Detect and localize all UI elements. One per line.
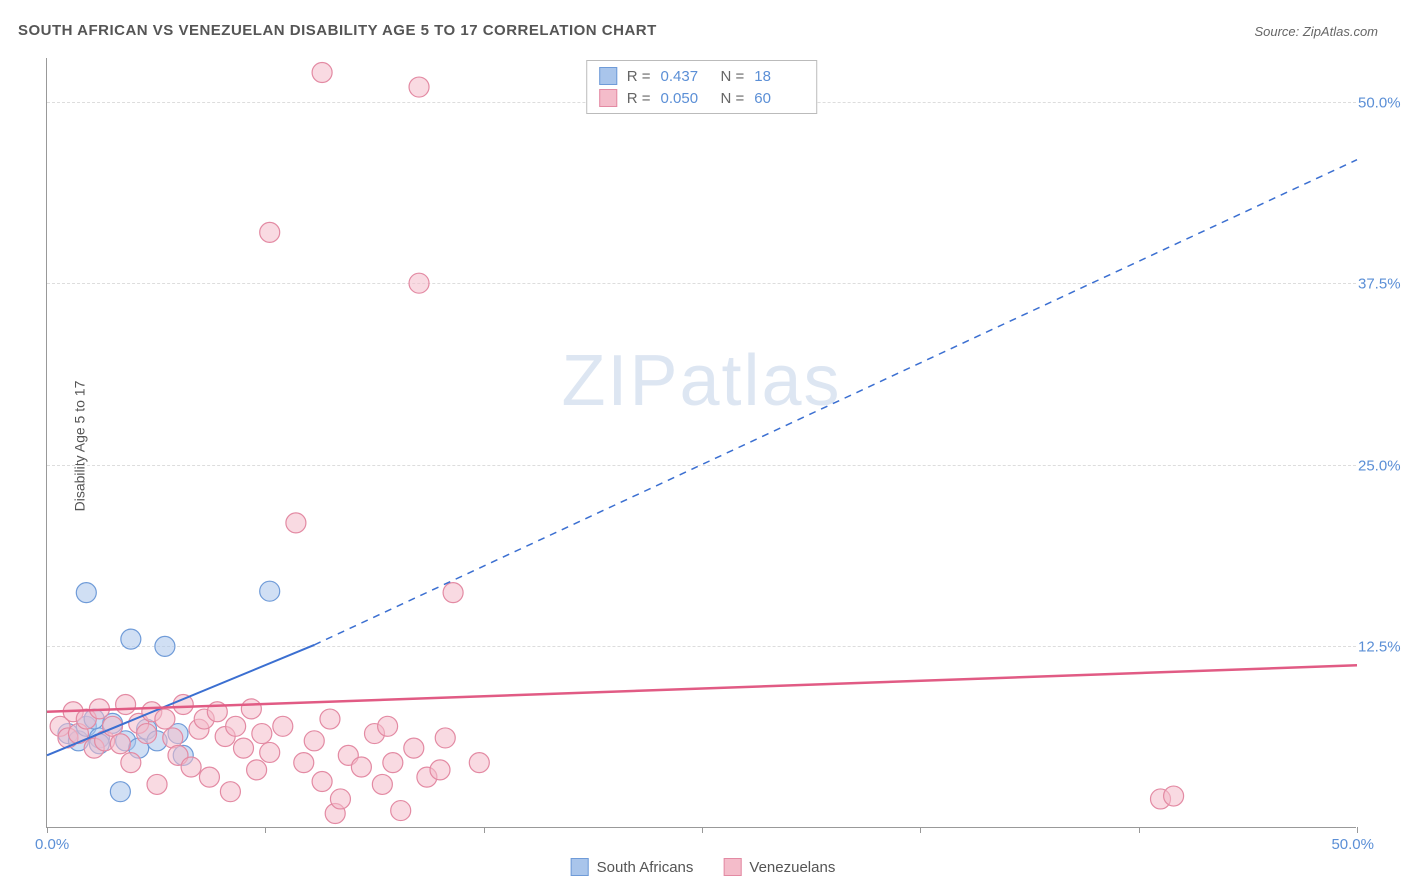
stats-row: R = 0.050 N = 60 [599, 87, 805, 109]
x-axis-max-label: 50.0% [1331, 836, 1374, 853]
data-point [110, 782, 130, 802]
stat-r-label: R = [627, 90, 651, 107]
x-tick [484, 827, 485, 833]
data-point [409, 273, 429, 293]
data-point [1164, 786, 1184, 806]
data-point [220, 782, 240, 802]
data-point [378, 716, 398, 736]
legend-swatch [571, 858, 589, 876]
stat-r-value: 0.437 [661, 68, 711, 85]
legend-item: Venezuelans [723, 858, 835, 876]
x-tick [1139, 827, 1140, 833]
x-tick [47, 827, 48, 833]
data-point [383, 753, 403, 773]
data-point [469, 753, 489, 773]
data-point [430, 760, 450, 780]
data-point [76, 583, 96, 603]
source-attribution: Source: ZipAtlas.com [1254, 24, 1378, 39]
data-point [247, 760, 267, 780]
data-point [443, 583, 463, 603]
legend-label: Venezuelans [749, 859, 835, 876]
x-tick [920, 827, 921, 833]
data-point [260, 581, 280, 601]
y-tick-label: 37.5% [1358, 276, 1406, 293]
data-point [372, 774, 392, 794]
legend-label: South Africans [597, 859, 694, 876]
data-point [330, 789, 350, 809]
data-point [234, 738, 254, 758]
data-point [241, 699, 261, 719]
data-point [121, 753, 141, 773]
data-point [155, 636, 175, 656]
data-point [226, 716, 246, 736]
data-point [391, 801, 411, 821]
data-point [173, 695, 193, 715]
stat-n-label: N = [721, 68, 745, 85]
stat-n-value: 60 [754, 90, 804, 107]
data-point [181, 757, 201, 777]
data-point [121, 629, 141, 649]
data-point [312, 63, 332, 83]
data-point [304, 731, 324, 751]
data-point [286, 513, 306, 533]
data-point [409, 77, 429, 97]
bottom-legend: South Africans Venezuelans [571, 858, 836, 876]
stat-n-label: N = [721, 90, 745, 107]
data-point [137, 724, 157, 744]
stat-r-value: 0.050 [661, 90, 711, 107]
data-point [312, 772, 332, 792]
data-point [404, 738, 424, 758]
data-point [252, 724, 272, 744]
y-tick-label: 50.0% [1358, 94, 1406, 111]
stats-legend-box: R = 0.437 N = 18 R = 0.050 N = 60 [586, 60, 818, 114]
data-point [110, 734, 130, 754]
data-point [199, 767, 219, 787]
legend-swatch [599, 89, 617, 107]
data-point [320, 709, 340, 729]
stat-n-value: 18 [754, 68, 804, 85]
stats-row: R = 0.437 N = 18 [599, 65, 805, 87]
data-point [294, 753, 314, 773]
data-point [260, 742, 280, 762]
y-tick-label: 12.5% [1358, 639, 1406, 656]
trend-line [47, 665, 1357, 711]
legend-swatch [599, 67, 617, 85]
chart-plot-area: ZIPatlas 12.5%25.0%37.5%50.0% 0.0% 50.0%… [46, 58, 1356, 828]
x-tick [702, 827, 703, 833]
data-point [273, 716, 293, 736]
scatter-svg [47, 58, 1356, 827]
data-point [155, 709, 175, 729]
x-tick [265, 827, 266, 833]
data-point [351, 757, 371, 777]
y-tick-label: 25.0% [1358, 457, 1406, 474]
stat-r-label: R = [627, 68, 651, 85]
trend-line-extrapolated [314, 160, 1357, 645]
data-point [260, 222, 280, 242]
data-point [147, 774, 167, 794]
legend-swatch [723, 858, 741, 876]
x-axis-min-label: 0.0% [35, 836, 69, 853]
chart-title: SOUTH AFRICAN VS VENEZUELAN DISABILITY A… [18, 22, 657, 39]
x-tick [1357, 827, 1358, 833]
data-point [116, 695, 136, 715]
data-point [435, 728, 455, 748]
legend-item: South Africans [571, 858, 694, 876]
